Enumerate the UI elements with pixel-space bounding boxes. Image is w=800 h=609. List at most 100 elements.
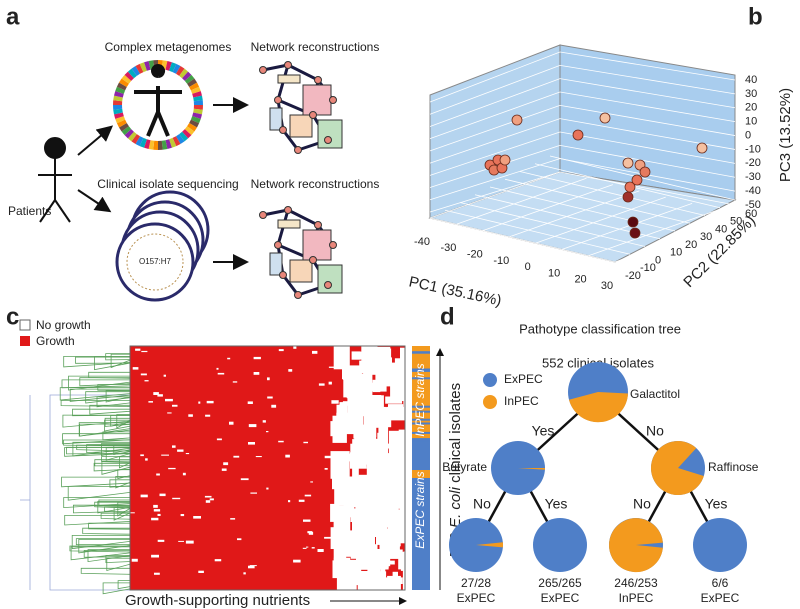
no-growth-cell [188, 414, 193, 417]
no-growth-cell [153, 509, 161, 512]
leaf-class: ExPEC [701, 591, 740, 605]
network-node [314, 76, 322, 84]
no-growth-cell [367, 446, 374, 464]
dendrogram-link [115, 476, 131, 489]
network-box [289, 259, 313, 283]
z-tick-label: -10 [745, 143, 761, 155]
ring-segment [189, 82, 200, 91]
no-growth-cell [368, 456, 376, 474]
dendrogram-link [88, 522, 131, 530]
no-growth-cell [205, 414, 211, 417]
pie-slice [518, 468, 545, 470]
panel-a: a Patients Complex metagenomes Network r… [6, 3, 379, 302]
no-growth-cell [221, 468, 227, 471]
bottom-title: Clinical isolate sequencing [97, 177, 238, 191]
no-growth-cell [140, 494, 148, 498]
ring-segment [187, 78, 197, 87]
ring-segment [115, 86, 126, 94]
no-growth-cell [394, 479, 405, 506]
ring-segment [114, 91, 124, 98]
dendrogram-link [59, 387, 131, 401]
z-tick-label: -50 [745, 199, 761, 211]
leaf-class: ExPEC [541, 591, 580, 605]
no-growth-cell [303, 441, 308, 444]
no-growth-cell [354, 436, 377, 442]
axis-ticks: 403020100-10-20-30-40-50-40-30-20-100102… [414, 74, 761, 292]
no-growth-cell [206, 400, 214, 404]
feature-label: Galactitol [630, 387, 680, 401]
no-growth-cell [248, 565, 255, 569]
dendrogram-link [105, 390, 131, 403]
no-growth-cell [205, 500, 211, 503]
y-tick-label: -20 [625, 270, 641, 282]
no-growth-cell [330, 421, 338, 437]
no-growth-cell [324, 455, 333, 459]
legend-label: ExPEC [504, 372, 543, 386]
panel-d: d Pathotype classification tree 552 clin… [440, 303, 759, 605]
y-tick-label: 50 [730, 216, 742, 228]
branch-label: No [473, 496, 491, 512]
isolate-tag: O157:H7 [139, 257, 172, 266]
y-tick-label: -10 [640, 262, 656, 274]
no-growth-cell [153, 392, 159, 395]
network-box [317, 119, 343, 149]
strip-segment [412, 377, 430, 380]
x-tick-label: 20 [574, 274, 586, 286]
no-growth-cell [185, 453, 190, 455]
dendrogram-link [117, 502, 131, 517]
no-growth-cell [306, 546, 309, 548]
z-tick-label: 20 [745, 102, 757, 114]
network-box [302, 229, 332, 261]
points [484, 112, 708, 239]
dendrogram-link [64, 447, 131, 457]
branch-label: Yes [532, 423, 555, 439]
grid-line [444, 209, 631, 255]
no-growth-cell [372, 464, 393, 475]
y-tick-label: 0 [655, 254, 661, 266]
no-growth-cell [178, 540, 184, 542]
network-box [277, 74, 301, 84]
no-growth-cell [266, 431, 269, 433]
no-growth-cell [255, 456, 262, 458]
grid-line [429, 64, 561, 115]
leaf-class: InPEC [619, 591, 654, 605]
no-growth-cell [386, 406, 405, 421]
no-growth-cell [198, 401, 201, 404]
no-growth-cell [240, 478, 249, 481]
dendrogram-link [102, 582, 131, 595]
no-growth-cell [363, 542, 375, 549]
z-tick-label: 10 [745, 116, 757, 128]
no-growth-cell [293, 559, 301, 563]
ring-segment [193, 108, 203, 115]
legend-swatch [19, 319, 31, 331]
grid-line [559, 171, 736, 206]
network-node [259, 66, 267, 74]
no-growth-cell [193, 516, 201, 519]
z-tick-label: -20 [745, 157, 761, 169]
ring-segment [127, 68, 137, 79]
no-growth-cell [312, 350, 318, 354]
no-growth-cell [358, 408, 364, 427]
dendrogram-link [69, 388, 131, 402]
no-growth-cell [324, 468, 328, 470]
ring-segment [182, 71, 192, 81]
network-node [274, 241, 282, 249]
ring-segment [193, 95, 203, 102]
arrow [77, 189, 112, 213]
pies [449, 362, 747, 573]
no-growth-cell [383, 472, 392, 491]
grid-line [549, 155, 736, 201]
ring-segment [148, 140, 155, 150]
no-growth-cell [144, 380, 149, 382]
no-growth-cell [223, 462, 229, 466]
panel-b: b 403020100-10-20-30-40-50-40-30-20-1001… [407, 3, 794, 309]
dendrogram-link [94, 356, 131, 371]
leaf-count: 246/253 [614, 576, 658, 590]
no-growth-cell [237, 538, 242, 541]
ring-segment [187, 123, 197, 132]
grid-line [562, 203, 693, 250]
pie-slice [476, 542, 504, 548]
no-growth-cell [391, 368, 405, 379]
legend-label: No growth [36, 318, 91, 332]
network-node [314, 221, 322, 229]
